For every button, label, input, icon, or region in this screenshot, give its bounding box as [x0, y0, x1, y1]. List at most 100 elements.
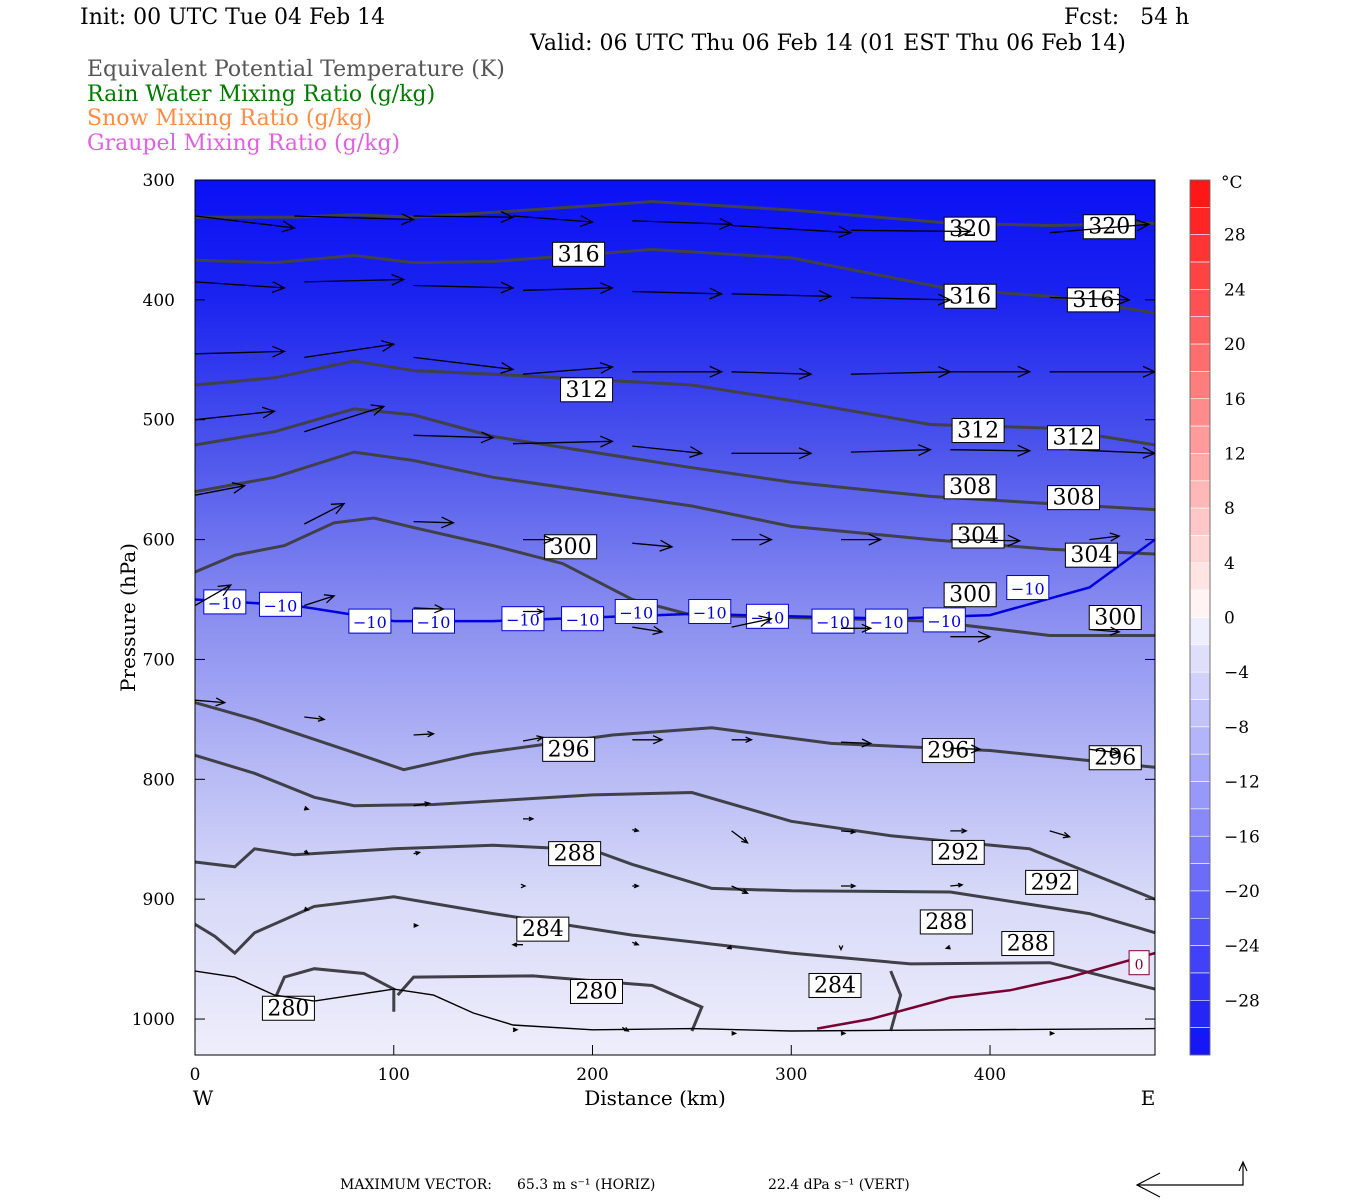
wind-vector-48 — [731, 615, 773, 628]
wind-vector-44 — [304, 594, 336, 607]
theta-e-label-10-0: 280 — [261, 995, 315, 1021]
colorbar-bin-1 — [1189, 207, 1211, 235]
plot-frame — [194, 179, 1156, 1056]
isotherm-label-0-8: −10 — [745, 603, 789, 629]
theta-e-label-9-0-box — [516, 916, 570, 942]
wind-vector-34 — [195, 481, 247, 496]
isotherm-label-0-11-text: −10 — [927, 612, 961, 631]
wind-vector-45 — [413, 604, 445, 614]
theta-e-label-6-1-text: 296 — [927, 739, 969, 764]
wind-vector-59 — [950, 744, 982, 754]
wind-vector-73 — [731, 885, 749, 894]
max-vector-vert: 22.4 dPa s⁻¹ (VERT) — [768, 1177, 910, 1193]
theta-e-label-9-0: 284 — [516, 916, 570, 942]
colorbar-bin-10 — [1189, 453, 1211, 482]
isotherm-label-0-12-box — [1006, 575, 1050, 601]
theta-e-label-9-0-text: 284 — [522, 917, 564, 942]
y-tick-label-1000: 1000 — [132, 1010, 175, 1030]
wind-vector-46 — [523, 608, 545, 615]
colorbar-bin-14 — [1189, 562, 1211, 591]
wind-vector-35 — [304, 502, 346, 525]
theta-e-label-5-0: 300 — [544, 534, 598, 560]
wind-vector-68 — [1049, 830, 1072, 839]
reference-vector-head — [1135, 1172, 1161, 1198]
isotherm-label-1-0-text: 0 — [1135, 958, 1144, 974]
colorbar-tick-11: −16 — [1224, 827, 1260, 847]
colorbar-bin-3 — [1189, 261, 1211, 290]
theta-e-label-3-0-box — [943, 474, 997, 500]
theta-e-label-4-1-box — [1064, 542, 1118, 568]
theta-e-label-3-1-box — [1047, 485, 1101, 511]
theta-e-label-8-2-text: 288 — [1007, 932, 1049, 957]
y-tick-label-800: 800 — [143, 770, 175, 790]
theta-e-label-2-0-box — [560, 377, 614, 403]
colorbar-tick-9: −8 — [1224, 718, 1249, 738]
theta-e-label-4-0: 304 — [951, 523, 1005, 549]
west-label: W — [193, 1086, 214, 1110]
isotherm-label-0-11: −10 — [922, 607, 966, 633]
x-tick-label-300: 300 — [775, 1065, 807, 1085]
y-tick-label-500: 500 — [143, 411, 175, 431]
theta-e-label-1-1-text: 316 — [949, 284, 991, 309]
wind-vector-82 — [944, 944, 951, 950]
theta-e-label-4-1: 304 — [1064, 542, 1118, 568]
wind-vector-42 — [1089, 532, 1121, 542]
theta-e-label-0-0-text: 320 — [949, 217, 991, 242]
isotherm-label-0-12-text: −10 — [1011, 580, 1045, 599]
colorbar-bin-26 — [1189, 890, 1211, 919]
x-tick-label-200: 200 — [576, 1065, 608, 1085]
wind-vector-43 — [195, 584, 233, 607]
theta-e-label-7-1: 292 — [1025, 869, 1079, 895]
theta-e-label-8-0-text: 288 — [554, 842, 596, 867]
theta-e-label-11-0-box — [569, 978, 623, 1004]
isotherm-label-0-9-box — [811, 608, 855, 634]
wind-vector-71 — [520, 883, 527, 889]
colorbar-tick-10: −12 — [1224, 773, 1260, 793]
theta-e-label-6-2-box — [1088, 745, 1142, 771]
theta-e-label-2-2-text: 312 — [1053, 426, 1095, 451]
isotherm-label-1-0: 0 — [1128, 950, 1150, 976]
theta-e-label-2-0: 312 — [560, 377, 614, 403]
legend-theta-e: Equivalent Potential Temperature (K) — [87, 57, 505, 82]
theta-e-contour-280-10 — [273, 967, 396, 1012]
wind-vector-5 — [731, 224, 853, 239]
wind-vector-87 — [1049, 1031, 1056, 1036]
legend-graupel: Graupel Mixing Ratio (g/kg) — [87, 131, 401, 156]
terrain-outline — [195, 970, 1155, 1032]
wind-vector-51 — [1089, 626, 1121, 636]
colorbar-tick-12: −20 — [1224, 882, 1260, 902]
colorbar-bin-0 — [1189, 179, 1211, 208]
wind-vector-14 — [850, 293, 952, 306]
colorbar-tick-8: −4 — [1224, 663, 1249, 683]
colorbar-tick-1: 24 — [1224, 280, 1246, 300]
colorbar-bin-25 — [1189, 863, 1211, 892]
wind-vector-1 — [294, 213, 416, 226]
theta-e-label-3-1-text: 308 — [1053, 486, 1095, 511]
theta-e-label-5-2: 300 — [1088, 605, 1142, 631]
theta-e-label-8-0: 288 — [548, 841, 602, 867]
y-tick-label-600: 600 — [143, 531, 175, 551]
theta-e-label-2-0-text: 312 — [566, 378, 608, 403]
wind-vector-72 — [632, 883, 640, 889]
wind-vector-40 — [841, 533, 883, 546]
theta-e-label-6-1-box — [921, 738, 975, 764]
wind-vector-26 — [304, 404, 386, 433]
theta-e-label-2-1: 312 — [951, 418, 1005, 444]
theta-e-label-4-0-box — [951, 523, 1005, 549]
wind-vector-56 — [632, 735, 664, 745]
wind-vector-74 — [841, 883, 857, 889]
colorbar-tick-7: 0 — [1224, 609, 1235, 629]
wind-vector-3 — [512, 215, 595, 228]
theta-e-label-5-1-text: 300 — [949, 583, 991, 608]
colorbar-tick-14: −28 — [1224, 991, 1260, 1011]
theta-e-label-5-1: 300 — [943, 582, 997, 608]
isotherm-label-0-10: −10 — [865, 608, 909, 634]
colorbar-unit: °C — [1221, 173, 1243, 193]
wind-vector-50 — [950, 630, 992, 643]
theta-e-label-7-0-text: 292 — [937, 840, 979, 865]
max-vector-label: MAXIMUM VECTOR: — [340, 1177, 492, 1193]
wind-vector-6 — [850, 225, 972, 238]
colorbar-bin-19 — [1189, 699, 1211, 728]
theta-e-label-1-0-box — [552, 241, 606, 267]
wind-vector-31 — [850, 444, 932, 457]
